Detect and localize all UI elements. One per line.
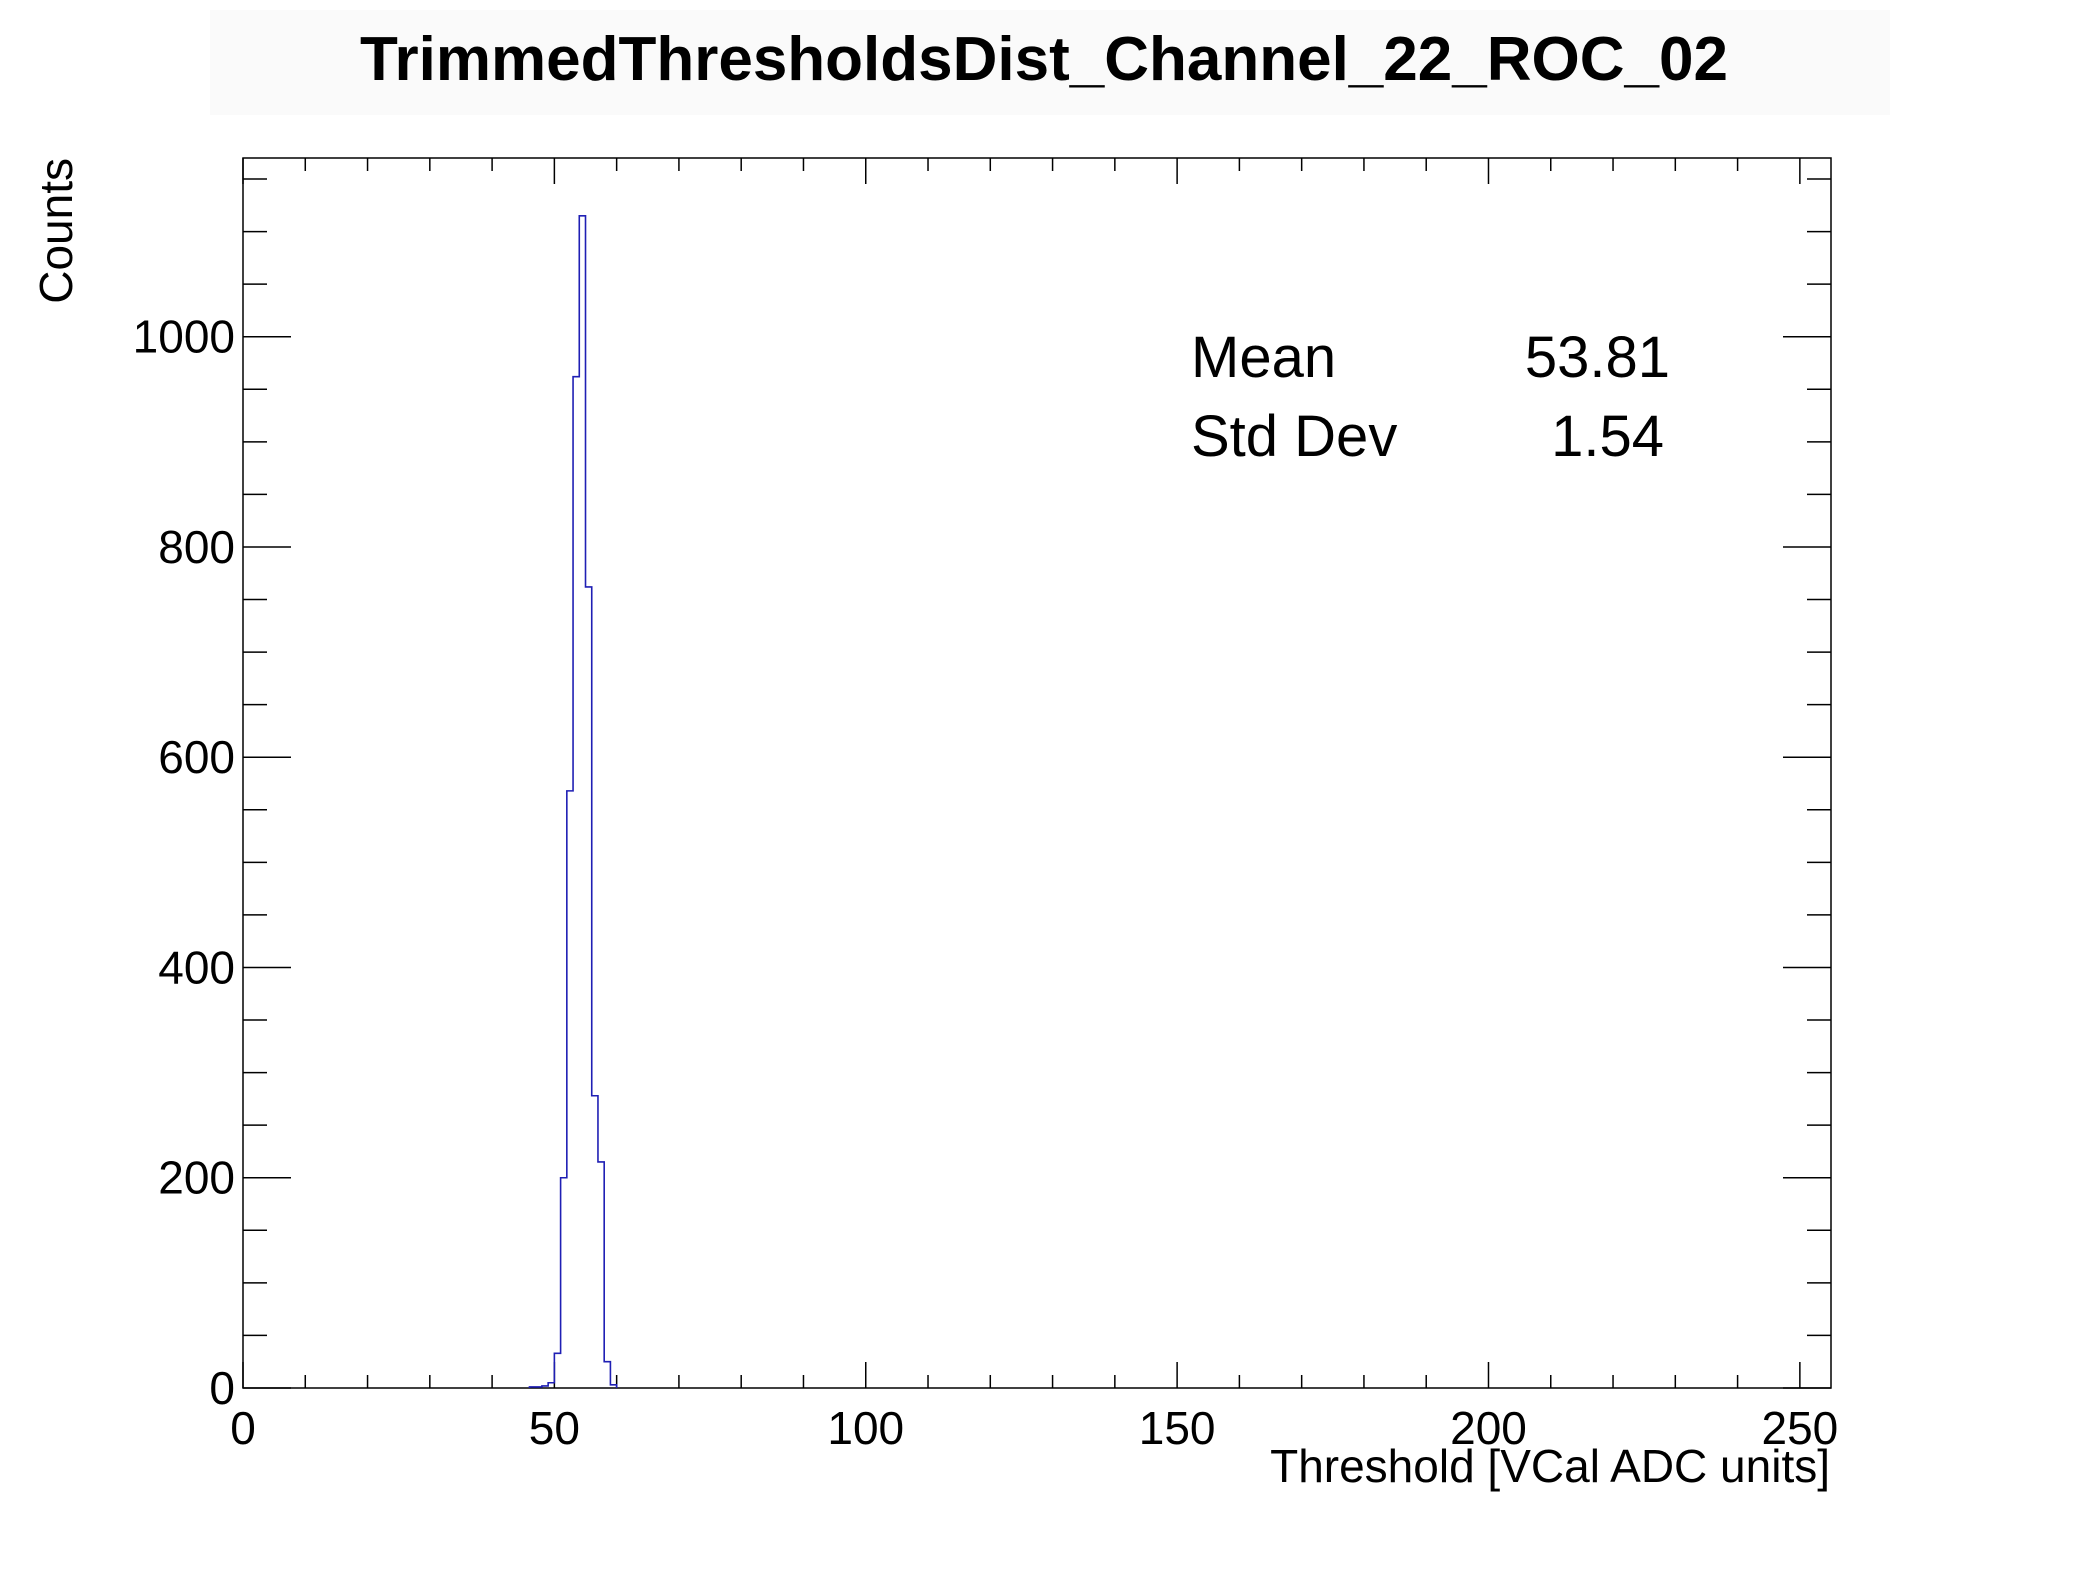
histogram-bin	[604, 1362, 610, 1388]
x-tick-label: 250	[1761, 1402, 1838, 1454]
histogram-bin	[561, 1178, 567, 1388]
y-tick-label: 400	[158, 941, 235, 993]
histogram-bin	[529, 1387, 535, 1388]
histogram-bin	[573, 377, 579, 1388]
stats-box: Mean 53.81 Std Dev 1.54	[1191, 325, 1670, 469]
stats-mean-label: Mean	[1191, 325, 1336, 390]
y-tick-label: 800	[158, 521, 235, 573]
plot-frame	[242, 157, 1832, 1389]
histogram-bars	[528, 215, 618, 1388]
y-tick-label: 0	[209, 1362, 235, 1414]
histogram-bin	[567, 791, 573, 1388]
title-background	[210, 10, 1890, 115]
y-tick-label: 600	[158, 731, 235, 783]
stats-mean-value: 53.81	[1525, 325, 1670, 390]
y-tick-label: 200	[158, 1152, 235, 1204]
histogram-bin	[579, 216, 585, 1388]
histogram-bin	[592, 1096, 598, 1388]
x-tick-label: 200	[1450, 1402, 1527, 1454]
histogram-bin	[548, 1383, 554, 1388]
y-tick-label: 1000	[133, 311, 235, 363]
histogram-bin	[542, 1386, 548, 1388]
axes: 0 50 100 150 200 250 0 200 400 600 800 1000	[133, 157, 1838, 1454]
stats-stddev-label: Std Dev	[1191, 404, 1397, 469]
histogram-bin	[610, 1385, 616, 1388]
histogram-bin	[586, 587, 592, 1388]
histogram-outline	[528, 215, 618, 1388]
x-axis-label: Threshold [VCal ADC units]	[1270, 1440, 1830, 1492]
chart-title: TrimmedThresholdsDist_Channel_22_ROC_02	[360, 25, 1728, 94]
x-tick-label: 150	[1139, 1402, 1216, 1454]
x-tick-label: 100	[827, 1402, 904, 1454]
y-axis-label: Counts	[30, 158, 82, 304]
histogram-bin	[536, 1387, 542, 1388]
stats-stddev-value: 1.54	[1551, 404, 1664, 469]
histogram-bin	[598, 1162, 604, 1388]
x-tick-label: 50	[529, 1402, 580, 1454]
x-tick-label: 0	[230, 1402, 256, 1454]
histogram-bin	[554, 1353, 560, 1388]
